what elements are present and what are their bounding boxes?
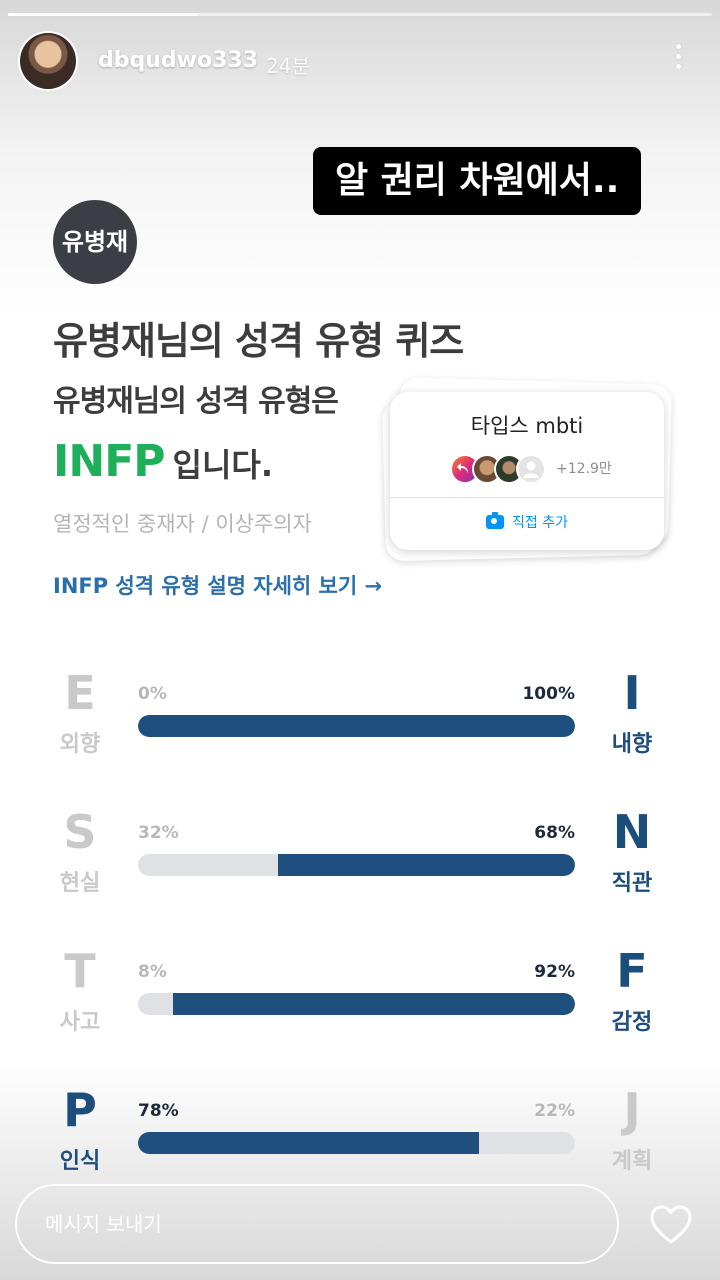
trait-bar-fill	[277, 854, 575, 876]
trait-bar-fill	[172, 993, 575, 1015]
trait-right-letter: N	[612, 805, 652, 859]
trait-left-letter: P	[63, 1083, 97, 1137]
trait-bar-fill	[138, 1132, 479, 1154]
trait-left-percent: 32%	[138, 823, 179, 843]
trait-right-word: 계획	[611, 1149, 653, 1174]
add-yours-sticker[interactable]: 타입스 mbti +12.9만 직접 추가	[390, 392, 664, 550]
trait-right-letter: I	[623, 666, 641, 720]
trait-right-percent: 92%	[534, 962, 575, 982]
trait-right-percent: 22%	[534, 1101, 575, 1121]
participant-avatar	[516, 454, 546, 484]
trait-bar	[138, 715, 575, 737]
trait-left-word: 외향	[59, 732, 101, 757]
trait-right-percent: 68%	[534, 823, 575, 843]
name-badge: 유병재	[53, 200, 137, 284]
trait-right-letter: J	[623, 1083, 641, 1137]
trait-left-word: 인식	[59, 1149, 101, 1174]
username[interactable]: dbqudwo333	[98, 48, 259, 73]
avatar[interactable]	[20, 33, 76, 89]
arrow-right-icon: →	[364, 574, 383, 598]
story-caption: 알 권리 차원에서..	[313, 147, 642, 215]
result-type-line: INFP 입니다.	[53, 436, 273, 492]
add-yours-button[interactable]: 직접 추가	[390, 512, 664, 532]
add-yours-label: 직접 추가	[512, 515, 568, 531]
sticker-title: 타입스 mbti	[470, 414, 584, 438]
result-type-code: INFP	[53, 436, 165, 487]
trait-right-percent: 100%	[522, 684, 575, 704]
trait-left-percent: 0%	[138, 684, 167, 704]
trait-left-word: 사고	[59, 1010, 101, 1035]
result-type-suffix: 입니다.	[172, 446, 273, 484]
message-input[interactable]: 메시지 보내기	[15, 1184, 619, 1264]
trait-left-letter: T	[64, 944, 96, 998]
detail-link-label: INFP 성격 유형 설명 자세히 보기	[53, 574, 358, 598]
more-options-icon[interactable]	[670, 44, 686, 74]
heart-icon[interactable]	[648, 1203, 694, 1245]
trait-left-word: 현실	[59, 871, 101, 896]
trait-left-percent: 78%	[138, 1101, 179, 1121]
quiz-title: 유병재님의 성격 유형 퀴즈	[53, 319, 464, 363]
trait-bar	[138, 1132, 575, 1154]
sticker-participant-count: +12.9만	[556, 461, 612, 477]
trait-right-word: 내향	[611, 732, 653, 757]
story-progress-bar	[8, 13, 712, 16]
post-time: 24분	[266, 54, 310, 78]
trait-left-letter: S	[63, 805, 97, 859]
trait-bar-fill	[138, 715, 575, 737]
trait-right-word: 직관	[611, 871, 653, 896]
trait-left-letter: E	[64, 666, 96, 720]
trait-bar	[138, 993, 575, 1015]
trait-right-letter: F	[616, 944, 648, 998]
trait-bar	[138, 854, 575, 876]
camera-icon	[486, 512, 504, 529]
trait-left-percent: 8%	[138, 962, 167, 982]
result-description: 열정적인 중재자 / 이상주의자	[53, 512, 312, 536]
detail-link[interactable]: INFP 성격 유형 설명 자세히 보기 →	[53, 570, 382, 600]
sticker-divider	[390, 497, 664, 498]
trait-right-word: 감정	[611, 1010, 653, 1035]
story-progress-fill	[8, 13, 199, 16]
quiz-subtitle: 유병재님의 성격 유형은	[53, 384, 339, 419]
